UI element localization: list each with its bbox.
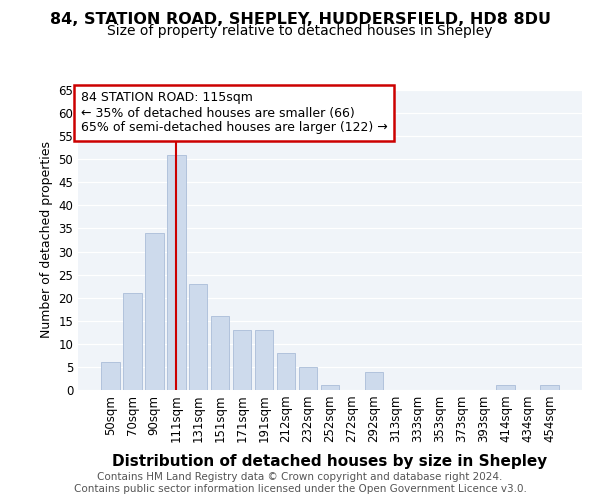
Bar [277, 353, 295, 390]
Bar [101, 362, 119, 390]
Text: 84 STATION ROAD: 115sqm
← 35% of detached houses are smaller (66)
65% of semi-de: 84 STATION ROAD: 115sqm ← 35% of detache… [80, 92, 387, 134]
Text: Size of property relative to detached houses in Shepley: Size of property relative to detached ho… [107, 24, 493, 38]
Bar [496, 386, 515, 390]
Text: 84, STATION ROAD, SHEPLEY, HUDDERSFIELD, HD8 8DU: 84, STATION ROAD, SHEPLEY, HUDDERSFIELD,… [49, 12, 551, 28]
Bar [211, 316, 229, 390]
Bar [145, 233, 164, 390]
Bar [365, 372, 383, 390]
Y-axis label: Number of detached properties: Number of detached properties [40, 142, 53, 338]
Text: Contains HM Land Registry data © Crown copyright and database right 2024.
Contai: Contains HM Land Registry data © Crown c… [74, 472, 526, 494]
Bar [233, 330, 251, 390]
Bar [299, 367, 317, 390]
Bar [189, 284, 208, 390]
X-axis label: Distribution of detached houses by size in Shepley: Distribution of detached houses by size … [112, 454, 548, 468]
Bar [167, 154, 185, 390]
Bar [320, 386, 340, 390]
Bar [255, 330, 274, 390]
Bar [541, 386, 559, 390]
Bar [123, 293, 142, 390]
